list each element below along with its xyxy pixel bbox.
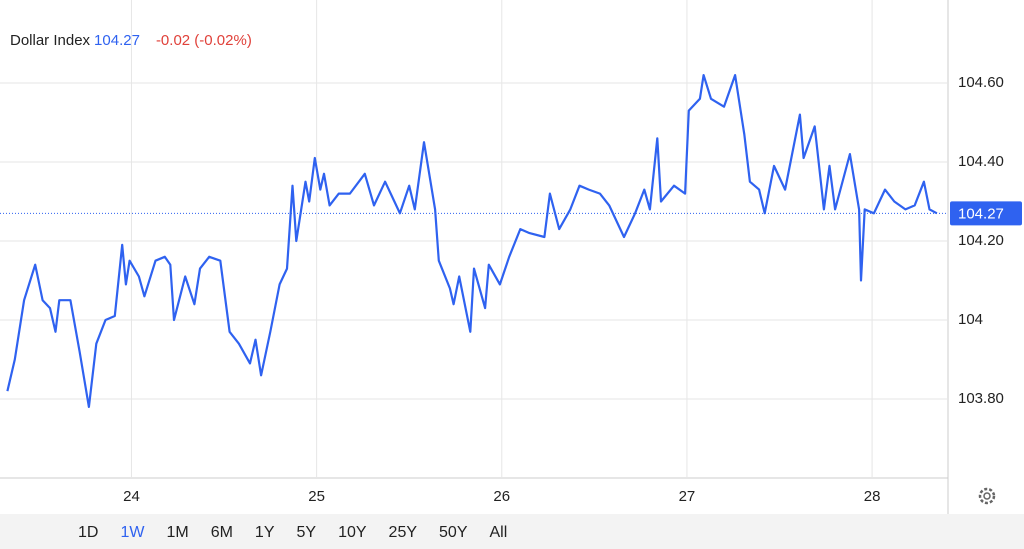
chart-title: Dollar Index <box>10 32 91 49</box>
range-button[interactable]: 10Y <box>338 524 367 541</box>
x-tick-label: 25 <box>308 488 325 505</box>
last-value-label: 104.27 <box>958 205 1004 222</box>
range-button[interactable]: All <box>489 524 508 541</box>
y-tick-label: 104 <box>958 311 983 328</box>
range-button[interactable]: 1D <box>78 524 99 541</box>
range-button[interactable]: 1M <box>166 524 189 541</box>
y-tick-label: 104.40 <box>958 153 1004 170</box>
range-bar: 1D 1W 1M 6M 1Y 5Y 10Y 25Y 50Y All <box>0 514 1024 549</box>
price-line <box>6 74 938 408</box>
last-value: 104.27 <box>94 32 140 49</box>
range-button[interactable]: 6M <box>210 524 233 541</box>
range-button[interactable]: 1W <box>120 524 145 541</box>
y-tick-label: 103.80 <box>958 390 1004 407</box>
range-button[interactable]: 1Y <box>254 524 275 541</box>
x-tick-label: 24 <box>123 488 140 505</box>
x-tick-label: 26 <box>493 488 510 505</box>
range-button[interactable]: 50Y <box>439 524 468 541</box>
change: -0.02 (-0.02%) <box>156 32 252 49</box>
x-tick-label: 28 <box>864 488 881 505</box>
range-button[interactable]: 25Y <box>388 524 418 541</box>
y-tick-label: 104.20 <box>958 232 1004 249</box>
settings-icon[interactable] <box>978 487 996 505</box>
last-value-badge <box>950 201 1022 226</box>
chart: Dollar Index 104.27 -0.02 (-0.02%) 103.8… <box>0 0 1022 514</box>
y-tick-label: 104.60 <box>958 74 1004 91</box>
x-tick-label: 27 <box>679 488 696 505</box>
range-button[interactable]: 5Y <box>296 524 317 541</box>
